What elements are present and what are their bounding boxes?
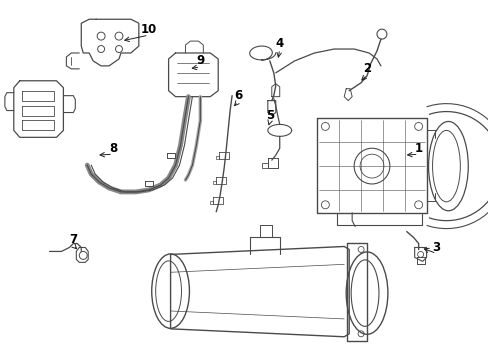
Text: 9: 9	[196, 54, 204, 67]
Text: 2: 2	[363, 62, 371, 75]
Text: 6: 6	[234, 89, 242, 102]
Text: 1: 1	[415, 142, 423, 155]
Text: 5: 5	[266, 109, 274, 122]
Text: 4: 4	[275, 37, 284, 50]
Text: 10: 10	[141, 23, 157, 36]
Text: 7: 7	[69, 233, 77, 246]
Text: 8: 8	[109, 142, 117, 155]
Text: 3: 3	[433, 241, 441, 254]
